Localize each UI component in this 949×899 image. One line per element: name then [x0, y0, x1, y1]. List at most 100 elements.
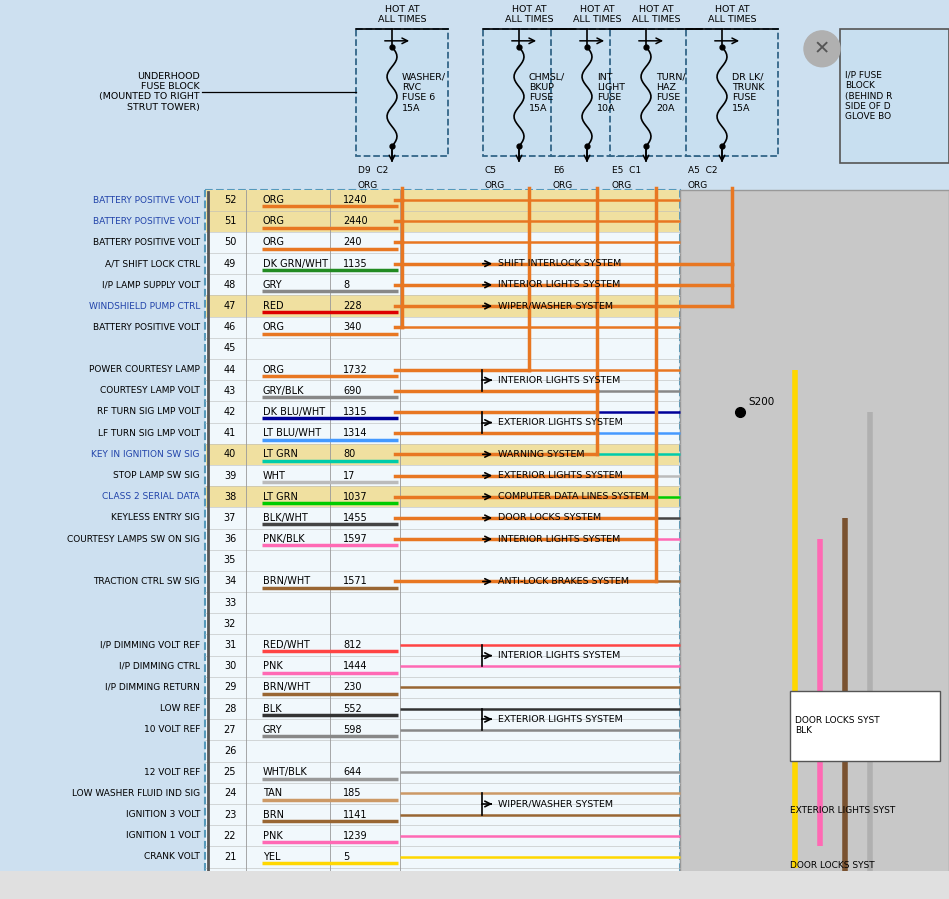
Text: BATTERY POSITIVE VOLT: BATTERY POSITIVE VOLT: [93, 323, 200, 332]
Text: KEYLESS ENTRY SIG: KEYLESS ENTRY SIG: [111, 513, 200, 522]
Text: ORG: ORG: [612, 182, 632, 191]
Text: 30: 30: [224, 662, 236, 672]
Text: 50: 50: [224, 237, 236, 247]
Bar: [206, 507, 679, 529]
Text: 48: 48: [224, 280, 236, 289]
Bar: [206, 868, 679, 889]
Text: 10 VOLT REF: 10 VOLT REF: [143, 725, 200, 734]
Bar: [206, 444, 679, 465]
Text: 2440: 2440: [343, 217, 367, 227]
Text: DR LK/
TRUNK
FUSE
15A: DR LK/ TRUNK FUSE 15A: [732, 73, 765, 112]
Text: 812: 812: [343, 640, 362, 650]
Bar: [206, 592, 679, 613]
Text: D9  C2: D9 C2: [358, 166, 388, 175]
Text: INTERIOR LIGHTS SYSTEM: INTERIOR LIGHTS SYSTEM: [498, 376, 621, 385]
Text: 17: 17: [343, 470, 355, 481]
Text: DK BLU/WHT: DK BLU/WHT: [263, 407, 326, 417]
Text: WARNING SYSTEM: WARNING SYSTEM: [498, 450, 585, 458]
Text: WASHER/
RVC
FUSE 6
15A: WASHER/ RVC FUSE 6 15A: [402, 73, 446, 112]
Text: 37: 37: [224, 513, 236, 523]
Text: 1571: 1571: [343, 576, 368, 586]
Text: 1444: 1444: [343, 662, 367, 672]
Text: BATTERY POSITIVE VOLT: BATTERY POSITIVE VOLT: [93, 217, 200, 226]
Text: LT GRN: LT GRN: [263, 492, 298, 502]
Text: 1597: 1597: [343, 534, 368, 544]
Text: DK GRN/WHT: DK GRN/WHT: [263, 259, 328, 269]
Text: 33: 33: [224, 598, 236, 608]
Text: BRN: BRN: [263, 809, 284, 820]
Bar: [0, 871, 949, 899]
Text: 1950: 1950: [343, 873, 367, 883]
Bar: [206, 401, 679, 423]
Text: 44: 44: [224, 365, 236, 375]
Text: 230: 230: [343, 682, 362, 692]
Text: DOOR LOCKS SYST
BLK: DOOR LOCKS SYST BLK: [795, 717, 880, 735]
Text: 23: 23: [224, 809, 236, 820]
Text: EXTERIOR LIGHTS SYSTEM: EXTERIOR LIGHTS SYSTEM: [498, 418, 623, 427]
Bar: [206, 529, 679, 549]
Text: I/P DIMMING RETURN: I/P DIMMING RETURN: [105, 683, 200, 692]
Text: E6: E6: [553, 166, 565, 175]
Text: 1135: 1135: [343, 259, 367, 269]
Text: 1314: 1314: [343, 428, 367, 438]
Text: ✕: ✕: [814, 40, 830, 58]
Bar: [206, 338, 679, 359]
Text: HOT AT
ALL TIMES: HOT AT ALL TIMES: [378, 4, 426, 24]
Text: UNDERHOOD
FUSE BLOCK
(MOUNTED TO RIGHT
STRUT TOWER): UNDERHOOD FUSE BLOCK (MOUNTED TO RIGHT S…: [100, 72, 200, 111]
Text: 80: 80: [343, 450, 355, 459]
Bar: [206, 254, 679, 274]
Text: HOT AT
ALL TIMES: HOT AT ALL TIMES: [708, 4, 756, 24]
Text: ORG: ORG: [263, 195, 285, 205]
Text: PNK/BLK: PNK/BLK: [263, 534, 305, 544]
Text: ORG: ORG: [263, 217, 285, 227]
Text: 20: 20: [224, 873, 236, 883]
Text: TURN/
HAZ
FUSE
20A: TURN/ HAZ FUSE 20A: [656, 73, 685, 112]
Text: RF TURN SIG LMP VOLT: RF TURN SIG LMP VOLT: [97, 407, 200, 416]
Bar: [206, 274, 679, 296]
Text: 1239: 1239: [343, 831, 367, 841]
Bar: [206, 571, 679, 592]
Text: 340: 340: [343, 322, 362, 333]
FancyBboxPatch shape: [356, 29, 448, 156]
Bar: [840, 29, 949, 164]
Bar: [206, 825, 679, 846]
Text: 40: 40: [224, 450, 236, 459]
Bar: [206, 677, 679, 698]
Text: A/T SHIFT LOCK CTRL: A/T SHIFT LOCK CTRL: [104, 259, 200, 268]
Text: 22: 22: [224, 831, 236, 841]
Text: TAN: TAN: [263, 788, 282, 798]
Text: BRN/WHT: BRN/WHT: [263, 682, 310, 692]
Text: 29: 29: [224, 682, 236, 692]
Text: INT
LIGHT
FUSE
10A: INT LIGHT FUSE 10A: [597, 73, 625, 112]
Text: 52: 52: [224, 195, 236, 205]
Text: EXTERIOR LIGHTS SYSTEM: EXTERIOR LIGHTS SYSTEM: [498, 471, 623, 480]
Text: 1141: 1141: [343, 809, 367, 820]
Text: 1315: 1315: [343, 407, 367, 417]
Text: RED: RED: [263, 301, 284, 311]
Text: TRACTION CTRL SW SIG: TRACTION CTRL SW SIG: [93, 577, 200, 586]
Text: C5: C5: [485, 166, 497, 175]
Bar: [790, 691, 940, 761]
Bar: [206, 359, 679, 380]
Text: E5  C1: E5 C1: [612, 166, 642, 175]
Text: HOT AT
ALL TIMES: HOT AT ALL TIMES: [573, 4, 622, 24]
Text: GRY: GRY: [263, 280, 283, 289]
Text: 41: 41: [224, 428, 236, 438]
Bar: [206, 846, 679, 868]
Text: ORG: ORG: [263, 237, 285, 247]
Text: KEY IN IGNITION SW SIG: KEY IN IGNITION SW SIG: [91, 450, 200, 458]
Text: CHMSL/
BKUP
FUSE
15A: CHMSL/ BKUP FUSE 15A: [529, 73, 566, 112]
Bar: [206, 549, 679, 571]
Text: BLK/WHT: BLK/WHT: [263, 513, 307, 523]
Text: ORG: ORG: [485, 182, 505, 191]
Text: 46: 46: [224, 322, 236, 333]
Text: 8: 8: [343, 280, 349, 289]
Text: GRY/BLK: GRY/BLK: [263, 386, 305, 396]
Text: I/P DIMMING CTRL: I/P DIMMING CTRL: [119, 662, 200, 671]
FancyBboxPatch shape: [610, 29, 702, 156]
Text: IGNITION 1 VOLT: IGNITION 1 VOLT: [125, 832, 200, 841]
Text: WIPER/WASHER SYSTEM: WIPER/WASHER SYSTEM: [498, 799, 613, 808]
Text: BATTERY POSITIVE VOLT: BATTERY POSITIVE VOLT: [93, 238, 200, 247]
Text: 28: 28: [224, 704, 236, 714]
Bar: [206, 296, 679, 316]
